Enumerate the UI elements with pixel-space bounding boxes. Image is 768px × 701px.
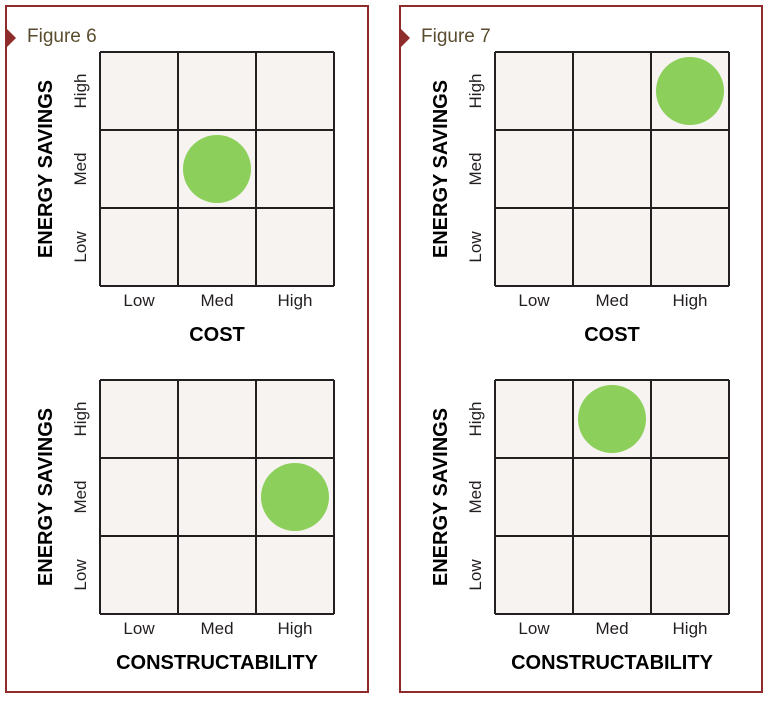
- x-tick-label: High: [278, 291, 313, 310]
- y-tick-label: High: [71, 402, 90, 437]
- y-tick-label: Med: [71, 480, 90, 513]
- x-tick-label: Low: [123, 291, 155, 310]
- x-tick-label: Med: [200, 291, 233, 310]
- y-tick-label: Med: [466, 152, 485, 185]
- x-axis-title: CONSTRUCTABILITY: [116, 652, 318, 674]
- y-tick-label: High: [466, 402, 485, 437]
- y-tick-label: High: [71, 74, 90, 109]
- y-tick-label: Low: [71, 231, 90, 263]
- data-point: [656, 57, 724, 125]
- x-tick-label: Low: [518, 291, 550, 310]
- figure-6-panel: Figure 6: [5, 5, 369, 693]
- x-axis-title: COST: [189, 324, 245, 346]
- data-point: [578, 385, 646, 453]
- y-axis-title: ENERGY SAVINGS: [430, 80, 452, 258]
- x-tick-label: Low: [518, 619, 550, 638]
- x-tick-label: High: [673, 619, 708, 638]
- x-tick-label: Med: [595, 619, 628, 638]
- y-tick-label: Low: [71, 559, 90, 591]
- x-axis-title: COST: [584, 324, 640, 346]
- figure-marker-icon: [5, 27, 16, 49]
- y-tick-label: Med: [466, 480, 485, 513]
- y-tick-label: Low: [466, 559, 485, 591]
- y-tick-label: Med: [71, 152, 90, 185]
- data-point: [183, 135, 251, 203]
- data-point: [261, 463, 329, 531]
- figure-marker-icon: [399, 27, 410, 49]
- figure-title: Figure 6: [27, 26, 97, 47]
- y-axis-title: ENERGY SAVINGS: [35, 408, 57, 586]
- x-tick-label: High: [278, 619, 313, 638]
- x-tick-label: Med: [200, 619, 233, 638]
- y-axis-title: ENERGY SAVINGS: [430, 408, 452, 586]
- figure-7-panel: Figure 7: [399, 5, 763, 693]
- figure-title: Figure 7: [421, 26, 491, 47]
- x-tick-label: Med: [595, 291, 628, 310]
- y-axis-title: ENERGY SAVINGS: [35, 80, 57, 258]
- x-tick-label: High: [673, 291, 708, 310]
- y-tick-label: Low: [466, 231, 485, 263]
- y-tick-label: High: [466, 74, 485, 109]
- x-tick-label: Low: [123, 619, 155, 638]
- x-axis-title: CONSTRUCTABILITY: [511, 652, 713, 674]
